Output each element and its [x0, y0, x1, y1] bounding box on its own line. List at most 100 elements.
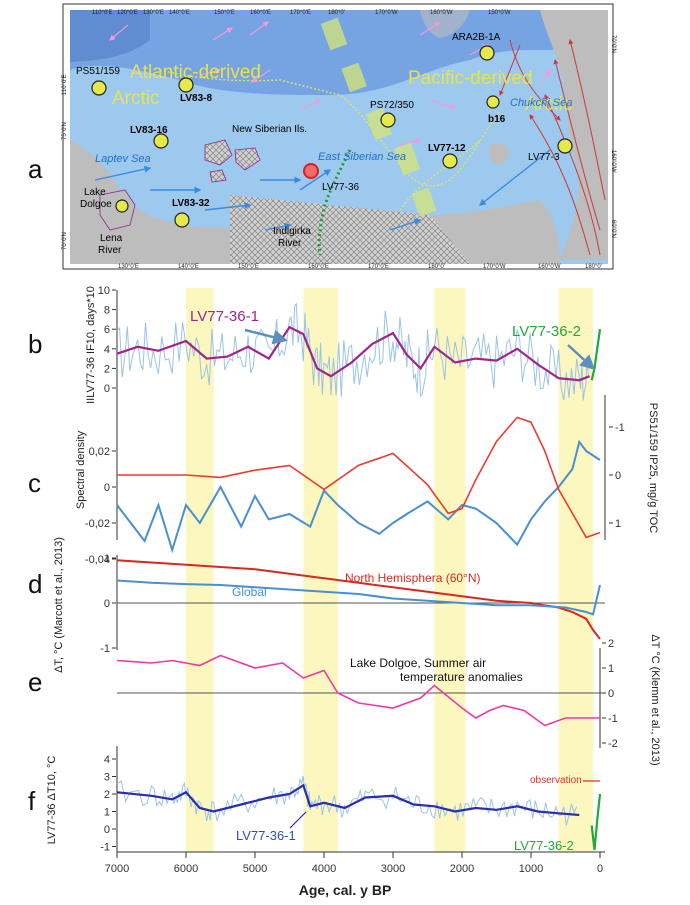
panel-b-ylabel: IILV77-36 IF10, days*10: [85, 286, 97, 404]
y-tick-label: -1: [100, 842, 110, 854]
panel-c-ylabel-left: Spectral density: [75, 430, 87, 509]
y-tick-label: 0: [104, 482, 110, 494]
highlight-bands: [186, 288, 594, 852]
x-tick-label: 7000: [105, 863, 129, 875]
map-tick-bottom: 170°0'E: [368, 264, 389, 270]
map-panel: 110°0'E 120°0'E 130°0'E 140°0'E 150°0'E …: [62, 3, 616, 270]
map-tick-bottom: 150°0'E: [238, 264, 259, 270]
panel-b-label-2: LV77-36-2: [512, 323, 581, 340]
x-tick-label: 3000: [381, 863, 405, 875]
y-tick-label: -1: [615, 422, 625, 434]
map-tick-top: 150°0'E: [214, 10, 235, 16]
panel-d-label-nh: North Hemisphera (60°N): [345, 571, 481, 585]
map-tick-top: 160°0'W: [430, 10, 453, 16]
panel-c: -0,04 -0,02 0 0,02 -1 0 1 Spectral density PS…: [75, 395, 659, 566]
station-marker: [380, 112, 396, 128]
map-tick-bottom: 180°0': [585, 264, 602, 270]
atlantic-label: Atlantic-derived: [130, 62, 261, 83]
y-tick-label: -2: [608, 738, 618, 750]
x-tick-label: 5000: [243, 863, 267, 875]
chukchi-sea-label: Chukchi Sea: [510, 97, 572, 109]
panel-c-ip25-series: [117, 416, 601, 539]
panel-e-title-2: temperature anomalies: [400, 670, 523, 684]
y-tick-label: 2: [104, 363, 110, 375]
x-tick-label: 4000: [312, 863, 336, 875]
map-right-ticks: 70°0'N 160°0'W 60°0'N: [610, 35, 616, 238]
panel-b: 10 8 6 4 2 0 IILV77-36 IF10, days*10 LV77-36-…: [85, 285, 602, 404]
y-tick-label: 0,02: [89, 446, 110, 458]
atlantic-label-2: Arctic: [112, 88, 160, 109]
map-tick-left: 75°0'N: [62, 122, 68, 140]
map-tick-bottom: 170°0'W: [483, 264, 506, 270]
panel-c-ylabel-right: PS51/159 IP25, mg/g TOC: [647, 403, 659, 534]
panel-d: 1 0 -1 ΔT, °C (Marcott et al., 2013) North…: [53, 537, 605, 673]
highlight-band: [558, 288, 594, 852]
station-marker: [303, 163, 319, 179]
panel-b-series-2: [590, 329, 602, 381]
panel-e-ylabel: ΔT °C (Klemm et al., 2013): [649, 634, 661, 765]
station-label: PS72/350: [370, 100, 414, 111]
islands-label: New Siberian Ils.: [232, 124, 307, 135]
map-left-ticks: 110°0'E 75°0'N 70°0'N: [62, 75, 68, 250]
lake-label: Lake: [84, 187, 106, 198]
y-tick-label: 3: [104, 772, 110, 784]
east-siberian-sea-label: East Siberian Sea: [318, 151, 406, 163]
pacific-arrows: [499, 39, 606, 256]
map-tick-bottom: 130°0'E: [118, 264, 139, 270]
y-tick-label: -0,02: [85, 518, 110, 530]
y-tick-label: -1: [608, 713, 618, 725]
current-arrows: [94, 149, 551, 231]
x-tick-label: 6000: [174, 863, 198, 875]
y-tick-label: 6: [104, 324, 110, 336]
y-tick-label: 2: [104, 789, 110, 801]
panel-f-label-1: LV77-36-1: [236, 828, 296, 843]
station-label: LV83-8: [180, 93, 212, 104]
sample-boxes: [320, 17, 437, 217]
y-tick-label: -0,04: [85, 554, 110, 566]
map-tick-top: 150°0'W: [488, 10, 511, 16]
map-tick-top: 170°0'E: [290, 10, 311, 16]
map-tick-left: 70°0'N: [62, 232, 68, 250]
station-label: ARA2B-1A: [452, 32, 501, 43]
station-marker: [557, 138, 573, 154]
station-label: LV83-16: [130, 125, 168, 136]
y-tick-label: 4: [104, 344, 110, 356]
pacific-label: Pacific-derived: [408, 68, 533, 89]
map-top-ticks: 110°0'E 120°0'E 130°0'E 140°0'E 150°0'E …: [92, 10, 511, 16]
lena-label-2: River: [98, 245, 122, 256]
map-tick-top: 140°0'E: [169, 10, 190, 16]
station-marker: [479, 45, 495, 61]
hatched-land: [230, 195, 470, 264]
panel-label-a: a: [28, 154, 43, 184]
station-label: LV77-12: [428, 143, 466, 154]
y-tick-label: 4: [104, 754, 110, 766]
station-marker: [178, 77, 194, 93]
station-label: LV83-32: [172, 198, 210, 209]
stations: PS51/159 LV83-8 LV83-16 LV83-32 PS72/350…: [76, 32, 573, 228]
map-bottom-ticks: 130°0'E 140°0'E 150°0'E 160°0'E 170°0'E …: [118, 264, 602, 270]
lake-label-2: Dolgoe: [80, 199, 112, 210]
y-tick-label: 1: [608, 663, 614, 675]
highlight-band: [434, 288, 466, 852]
panel-label-f: f: [28, 786, 36, 816]
station-marker: [153, 133, 169, 149]
station-marker: [486, 95, 500, 109]
station-marker: [174, 212, 190, 228]
lena-label: Lena: [100, 233, 123, 244]
map-tick-bottom: 140°0'E: [178, 264, 199, 270]
y-tick-label: 8: [104, 305, 110, 317]
x-tick-label: 1000: [519, 863, 543, 875]
panel-label-d: d: [28, 569, 42, 599]
map-tick-top: 180°0': [328, 10, 345, 16]
station-marker: [442, 153, 458, 169]
panel-d-ylabel: ΔT, °C (Marcott et al., 2013): [53, 537, 65, 673]
y-tick-label: 0: [615, 470, 621, 482]
y-tick-label: 0: [104, 598, 110, 610]
station-label: PS51/159: [76, 66, 120, 77]
y-tick-label: 10: [98, 285, 110, 297]
panel-label-c: c: [28, 468, 41, 498]
y-tick-label: 0: [608, 688, 614, 700]
x-axis-label: Age, cal. y BP: [299, 882, 392, 898]
panel-e-title: Lake Dolgoe, Summer air: [350, 656, 486, 670]
